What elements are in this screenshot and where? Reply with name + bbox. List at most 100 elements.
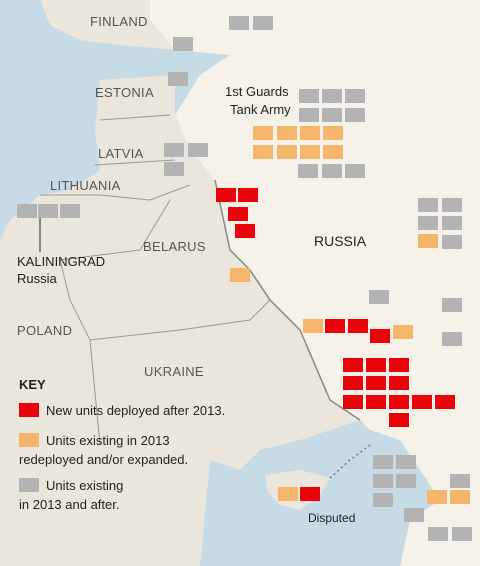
unit-marker [230, 268, 250, 282]
unit-marker [300, 126, 320, 140]
unit-marker [343, 395, 363, 409]
unit-marker [452, 527, 472, 541]
key-swatch [19, 478, 39, 492]
unit-marker [277, 145, 297, 159]
unit-marker [38, 204, 58, 218]
country-label: RUSSIA [314, 233, 367, 249]
country-label: POLAND [17, 323, 72, 338]
unit-marker [253, 145, 273, 159]
unit-marker [278, 487, 298, 501]
unit-marker [442, 235, 462, 249]
unit-marker [238, 188, 258, 202]
europe-land [0, 75, 360, 470]
unit-marker [450, 474, 470, 488]
unit-marker [428, 527, 448, 541]
country-label: BELARUS [143, 239, 206, 254]
unit-marker [322, 108, 342, 122]
place-label: Russia [17, 271, 58, 286]
key-label: redeployed and/or expanded. [19, 452, 188, 467]
unit-marker [345, 164, 365, 178]
unit-marker [298, 164, 318, 178]
unit-marker [345, 108, 365, 122]
country-label: LITHUANIA [50, 178, 121, 193]
unit-marker [164, 162, 184, 176]
unit-marker [323, 145, 343, 159]
unit-marker [373, 474, 393, 488]
country-label: ESTONIA [95, 85, 154, 100]
unit-marker [173, 37, 193, 51]
unit-marker [366, 395, 386, 409]
unit-marker [370, 329, 390, 343]
unit-marker [369, 290, 389, 304]
unit-marker [442, 216, 462, 230]
unit-marker [216, 188, 236, 202]
disputed-border [329, 444, 371, 479]
borders [40, 114, 271, 446]
key-label: in 2013 and after. [19, 497, 119, 512]
unit-marker [418, 234, 438, 248]
unit-marker [345, 89, 365, 103]
unit-marker [418, 198, 438, 212]
unit-marker [300, 487, 320, 501]
unit-marker [373, 493, 393, 507]
unit-marker [389, 358, 409, 372]
unit-marker [17, 204, 37, 218]
unit-marker [164, 143, 184, 157]
key-title: KEY [19, 377, 46, 392]
russia-border [214, 179, 361, 421]
unit-marker [323, 126, 343, 140]
country-label: UKRAINE [144, 364, 204, 379]
unit-marker [303, 319, 323, 333]
unit-marker [373, 455, 393, 469]
unit-marker [228, 207, 248, 221]
annotation: 1st Guards [225, 84, 289, 99]
unit-marker [442, 332, 462, 346]
unit-marker [442, 298, 462, 312]
unit-marker [299, 108, 319, 122]
unit-marker [435, 395, 455, 409]
unit-marker [442, 198, 462, 212]
country-label: FINLAND [90, 14, 148, 29]
unit-marker [322, 89, 342, 103]
unit-marker [366, 358, 386, 372]
unit-marker [229, 16, 249, 30]
unit-marker [277, 126, 297, 140]
key-label: New units deployed after 2013. [46, 403, 225, 418]
unit-marker [389, 395, 409, 409]
unit-marker [389, 376, 409, 390]
units [17, 16, 472, 541]
key-swatch [19, 433, 39, 447]
unit-marker [366, 376, 386, 390]
unit-marker [300, 145, 320, 159]
unit-marker [60, 204, 80, 218]
unit-marker [348, 319, 368, 333]
unit-marker [235, 224, 255, 238]
unit-marker [343, 376, 363, 390]
europe-land-south [0, 440, 210, 566]
unit-marker [253, 126, 273, 140]
unit-marker [322, 164, 342, 178]
unit-marker [253, 16, 273, 30]
annotation: Tank Army [230, 102, 291, 117]
key-swatch [19, 403, 39, 417]
unit-marker [396, 474, 416, 488]
unit-marker [168, 72, 188, 86]
unit-marker [450, 490, 470, 504]
unit-marker [412, 395, 432, 409]
key-label: Units existing in 2013 [46, 433, 170, 448]
key-label: Units existing [46, 478, 123, 493]
unit-marker [427, 490, 447, 504]
unit-marker [343, 358, 363, 372]
unit-marker [389, 413, 409, 427]
unit-marker [299, 89, 319, 103]
unit-marker [404, 508, 424, 522]
country-label: LATVIA [98, 146, 144, 161]
unit-marker [188, 143, 208, 157]
unit-marker [396, 455, 416, 469]
finland-land [40, 0, 175, 50]
place-label: KALININGRAD [17, 254, 105, 269]
unit-marker [418, 216, 438, 230]
unit-marker [325, 319, 345, 333]
unit-marker [393, 325, 413, 339]
